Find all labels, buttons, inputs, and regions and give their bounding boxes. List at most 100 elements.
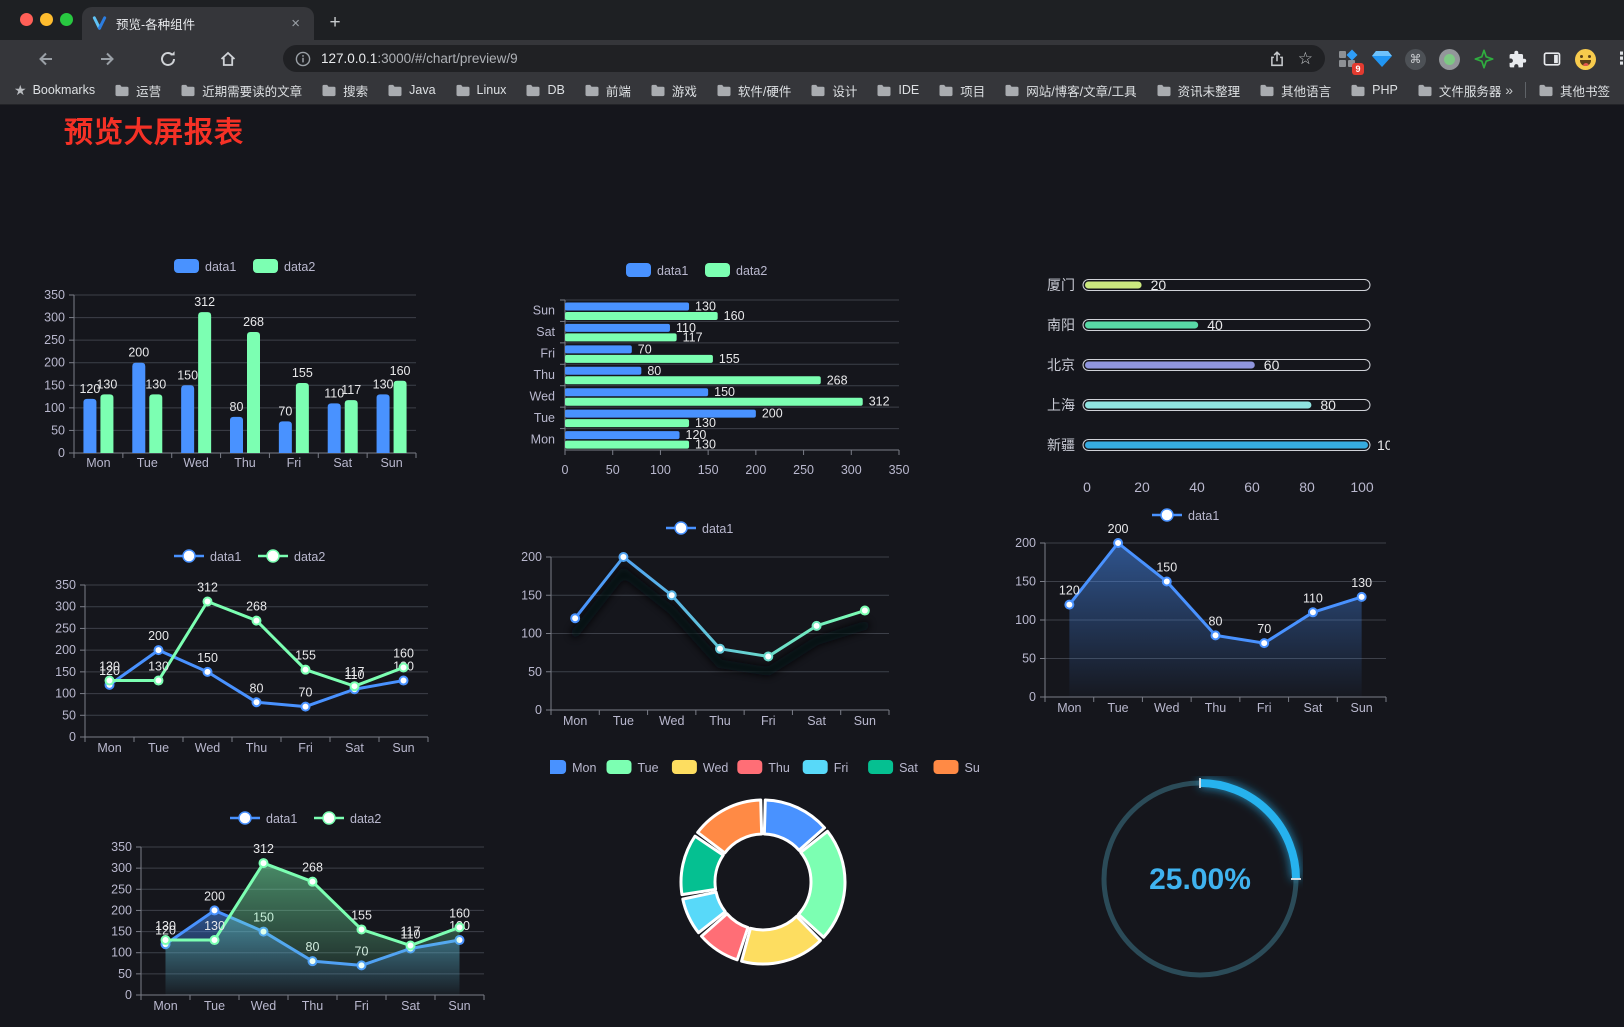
svg-text:Sat: Sat [807,714,826,728]
forward-button[interactable] [96,47,120,71]
extension-star[interactable] [1471,47,1496,72]
svg-text:312: 312 [253,842,274,856]
extension-tab-manager[interactable]: 9 [1335,47,1364,75]
tab-close-icon[interactable]: × [291,15,300,32]
svg-text:Mon: Mon [572,761,596,775]
svg-text:Wed: Wed [530,389,556,403]
svg-text:Wed: Wed [251,999,277,1013]
url-bar[interactable]: 127.0.0.1:3000/#/chart/preview/9 ☆ [283,45,1325,72]
browser-menu-button[interactable]: ⋮ [1613,49,1624,68]
svg-text:80: 80 [1320,397,1336,413]
green-dot-icon [1444,53,1455,65]
bookmark-item[interactable]: 运营 [114,81,161,100]
bookmark-item[interactable]: 软件/硬件 [716,81,791,100]
bookmark-item[interactable]: 设计 [810,81,857,100]
url-text[interactable]: 127.0.0.1:3000/#/chart/preview/9 [321,51,518,66]
home-button[interactable] [216,47,240,71]
svg-text:Thu: Thu [234,456,256,470]
close-window-button[interactable] [20,13,33,26]
svg-text:150: 150 [698,463,719,477]
browser-toolbar: 127.0.0.1:3000/#/chart/preview/9 ☆ 9 [0,40,1624,76]
bookmark-star-icon[interactable]: ☆ [1297,48,1313,68]
browser-tab[interactable]: 预览-各种组件 × [82,7,314,40]
bookmark-label: 前端 [605,84,631,99]
svg-text:200: 200 [745,463,766,477]
svg-text:312: 312 [869,395,890,409]
folder-icon [1418,84,1432,96]
back-button[interactable] [33,47,57,71]
bookmark-item[interactable]: 前端 [584,81,631,100]
svg-text:Sat: Sat [1304,701,1323,715]
svg-text:Fri: Fri [298,741,313,755]
svg-text:50: 50 [51,423,65,437]
svg-text:Wed: Wed [183,456,209,470]
svg-text:0: 0 [1029,690,1036,704]
svg-text:Wed: Wed [1154,701,1180,715]
svg-text:40: 40 [1189,479,1205,495]
svg-text:80: 80 [1299,479,1315,495]
svg-text:Tue: Tue [534,411,555,425]
svg-text:200: 200 [148,629,169,643]
svg-text:Mon: Mon [1057,701,1081,715]
gem-icon [1371,51,1392,67]
dashboard: 预览大屏报表 data1 data2 0 50 100 150 200 250 300 350 Mo… [0,105,1624,1027]
bookmark-item[interactable]: 搜索 [321,81,368,100]
bookmark-item[interactable]: 其他语言 [1259,81,1331,100]
svg-text:Tue: Tue [137,456,158,470]
bookmark-item[interactable]: Linux [455,83,506,97]
bookmark-item[interactable]: IDE [876,83,919,97]
bookmark-item[interactable]: PHP [1350,83,1398,97]
maximize-window-button[interactable] [60,13,73,26]
svg-text:100: 100 [1015,613,1036,627]
svg-text:20: 20 [1151,277,1167,293]
svg-text:Thu: Thu [709,714,731,728]
bookmarks-overflow-chevron[interactable]: » [1505,82,1513,98]
svg-text:130: 130 [695,300,716,314]
svg-text:100: 100 [111,946,132,960]
svg-text:Tue: Tue [638,761,659,775]
svg-text:Mon: Mon [563,714,587,728]
svg-text:200: 200 [204,889,225,903]
back-icon [39,52,52,66]
svg-text:Thu: Thu [533,368,555,382]
svg-text:Thu: Thu [1205,701,1227,715]
gauge-chart: 25.00% [1097,776,1303,982]
bookmark-item[interactable]: 近期需要读的文章 [180,81,302,100]
svg-text:150: 150 [177,368,198,382]
info-icon[interactable] [295,51,311,67]
bookmark-item[interactable]: DB [525,83,565,97]
bookmark-item[interactable]: 资讯未整理 [1156,81,1240,100]
bookmark-item[interactable]: 网站/博客/文章/工具 [1004,81,1137,100]
share-button[interactable] [1268,50,1286,68]
bookmark-item[interactable]: 游戏 [650,81,697,100]
emoji-avatar-icon [1575,48,1596,70]
svg-text:50: 50 [528,665,542,679]
side-panel-button[interactable] [1539,47,1564,72]
svg-text:130: 130 [96,377,117,391]
extension-command[interactable]: ⌘ [1403,47,1428,72]
extension-recorder[interactable] [1437,47,1462,72]
profile-avatar[interactable] [1573,47,1598,72]
new-tab-button[interactable]: + [329,12,341,33]
svg-text:200: 200 [1015,536,1036,550]
bookmark-item[interactable]: 文件服务器 [1417,81,1501,100]
svg-text:150: 150 [714,385,735,399]
command-icon: ⌘ [1409,52,1422,66]
extension-gem[interactable] [1369,47,1394,72]
bookmark-item[interactable]: Java [387,83,436,97]
svg-text:Wed: Wed [703,761,729,775]
bookmarks-manager[interactable]: ★ Bookmarks [14,82,95,99]
other-bookmarks[interactable]: 其他书签 [1538,81,1610,100]
svg-text:data2: data2 [284,260,315,274]
bookmark-item[interactable]: 项目 [938,81,985,100]
svg-text:Sat: Sat [401,999,420,1013]
reload-button[interactable] [156,47,180,71]
minimize-window-button[interactable] [40,13,53,26]
other-bookmarks-label: 其他书签 [1559,84,1610,99]
svg-text:110: 110 [1303,591,1323,605]
extensions-menu-button[interactable] [1505,47,1530,72]
svg-text:Fri: Fri [540,347,555,361]
svg-text:25.00%: 25.00% [1149,863,1251,896]
svg-text:南阳: 南阳 [1047,317,1075,333]
home-icon [220,51,236,66]
